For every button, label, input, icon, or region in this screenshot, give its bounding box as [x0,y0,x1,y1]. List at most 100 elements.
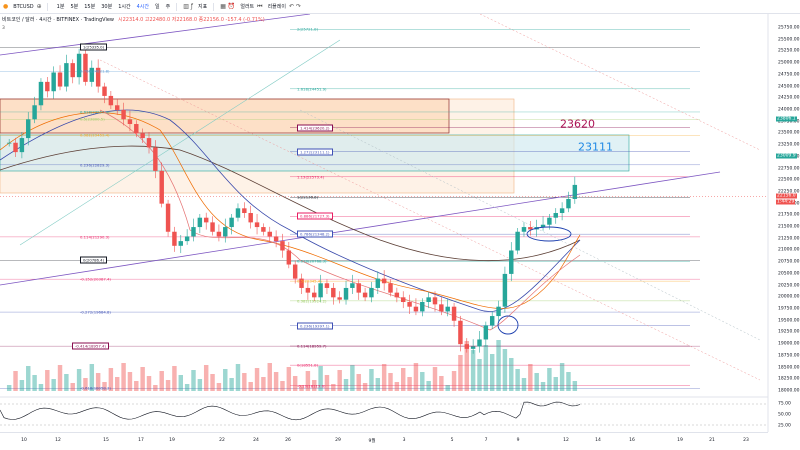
symbol-button[interactable]: BTCUSD [13,3,34,10]
candle-body-34 [223,227,228,237]
volume-bar-70 [451,371,457,391]
price-tick-6: 24250.00 [778,95,800,101]
interval-4[interactable]: 1시간 [118,4,131,10]
replay-button[interactable]: 리플레이 [267,4,286,10]
price-tag-current: 22156.0 [776,193,797,199]
candle-body-69 [445,306,450,312]
volume-bar-32 [210,374,215,391]
fib-label-right-4: 1.13(22573.4) [297,174,325,180]
interval-3[interactable]: 30분 [101,4,113,10]
interval-6[interactable]: 일 [154,4,160,10]
layout-icon[interactable]: ▦ [220,3,226,10]
interval-2[interactable]: 15분 [84,4,96,10]
interval-7[interactable]: 주 [165,4,171,10]
candle-body-19 [127,119,133,125]
time-axis[interactable]: 10 12 15 17 19 22 24 26 29 9월 3 5 7 9 12 14 16 19 21 23 [0,432,768,450]
fib-label-right-3: 1.272(23111.1) [297,148,333,156]
time-tick-8: 29 [335,438,341,443]
volume-bar-82 [528,364,533,391]
price-axis[interactable]: 25750.00 25500.00 25250.00 25000.00 24750.00… [768,14,800,430]
candle-body-79 [509,250,514,274]
candle-body-14 [95,67,101,87]
candle-body-75 [483,325,489,340]
candle-body-86 [553,213,558,218]
volume-bar-85 [547,368,552,391]
fib-label-left-9: -0.272(19684.8) [80,309,111,315]
volume-bar-61 [394,382,400,391]
price-tick-28: 18750.00 [778,353,800,359]
indicators-button[interactable]: 지표 [197,4,208,10]
volume-bar-13 [89,364,95,391]
candle-body-35 [229,217,234,228]
candle-body-3 [26,119,31,139]
fib-label-left-11: -0.618(18058.3) [80,385,111,391]
interval-1[interactable]: 5분 [70,4,79,10]
fib-label-right-1: 1.618(24451.9) [297,86,327,92]
symbol-legend: 비트코인 / 달러 · 4시간 · BITFINEX · TradingView… [2,16,265,23]
volume-bar-20 [134,381,139,391]
time-tick-10: 3 [402,438,406,443]
time-tick-0: 10 [21,438,27,443]
interval-0[interactable]: 1분 [56,4,65,10]
candle-body-16 [108,95,114,106]
candle-body-85 [547,217,552,225]
price-tick-0: 25750.00 [778,25,800,31]
volume-bar-6 [45,370,50,391]
fib-label-right-7: 0.786(21348.2) [297,230,333,238]
volume-bar-33 [216,383,222,391]
candle-body-18 [121,109,126,120]
time-tick-19: 23 [743,438,749,443]
replay-icon[interactable]: ⏮ [257,2,263,10]
volume-bar-4 [32,375,37,391]
alarm-icon[interactable]: ⏰ [227,3,236,10]
chart-type-icon[interactable]: ▥ [183,3,189,10]
time-tick-12: 7 [484,438,488,443]
rsi-axis[interactable]: 75.00 50.00 25.00 [768,390,800,432]
volume-bar-58 [375,378,381,391]
candle-body-88 [566,198,571,209]
indicators-icon[interactable]: ƒ [190,3,193,10]
redo-icon[interactable]: ↷ [296,3,302,10]
volume-bar-45 [292,376,298,391]
candle-body-32 [210,222,215,232]
indicator-legend[interactable]: 3 [2,26,5,31]
volume-bar-16 [108,368,114,391]
candle-body-45 [292,264,298,279]
undo-icon[interactable]: ↶ [288,3,294,10]
candle-body-33 [216,231,222,237]
fib-label-right-8: 0.618(20768.3) [297,258,327,264]
volume-bar-0 [6,385,12,391]
price-tag-tag1: 23806.1 [776,116,797,122]
candle-body-4 [32,105,37,120]
candle-body-17 [114,105,120,110]
candle-body-70 [451,306,457,321]
candle-body-8 [57,72,63,87]
fib-label-left-6: 0.114(21290.3) [80,234,110,240]
add-symbol-icon[interactable]: ⊕ [36,3,42,10]
fib-label-right-13: 0(18551.8) [297,362,319,368]
time-tick-2: 15 [103,438,109,443]
candle-body-43 [280,241,285,251]
volume-bar-8 [57,365,63,391]
candle-body-58 [375,278,381,288]
volume-bar-55 [356,374,361,391]
volume-bar-74 [477,359,482,391]
candle-body-64 [413,306,419,312]
candle-body-51 [331,287,336,298]
volume-bar-67 [432,367,438,391]
alert-button[interactable]: 얼러트 [240,4,255,10]
price-tick-3: 25000.00 [778,60,800,66]
volume-bar-53 [343,379,349,391]
candle-body-49 [318,283,323,298]
volume-bar-5 [38,384,44,391]
toolbar-divider [46,2,48,11]
trendline-dashed-2 [479,13,761,151]
volume-bar-56 [362,383,368,391]
volume-bar-14 [95,373,101,391]
candle-body-41 [267,231,272,237]
fib-label-right-11: 0.236(19397.1) [297,322,333,330]
price-tick-8: 23750.00 [778,119,800,125]
interval-5[interactable]: 4시간 [136,4,149,10]
candle-body-31 [203,217,209,223]
